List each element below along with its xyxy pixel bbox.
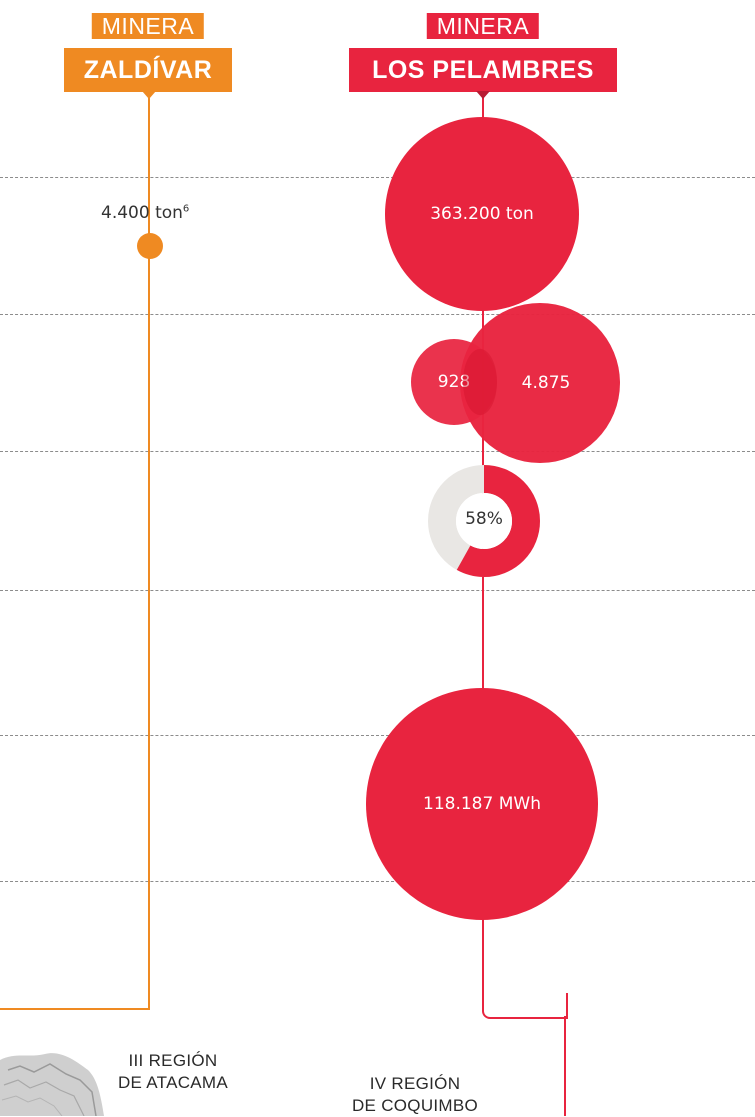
footnote-marker: 6 [182, 203, 190, 215]
donut-share-arc [428, 465, 540, 577]
terrain-sketch [0, 1053, 104, 1116]
zaldivar-timeline [148, 95, 150, 1010]
pelambres-row2-right-value: 4.875 [521, 373, 571, 393]
pelambres-connector-down [564, 1016, 566, 1116]
pelambres-title-bottom: LOS PELAMBRES [349, 48, 617, 92]
pelambres-pointer [476, 91, 490, 99]
pelambres-row1-value: 363.200 ton [430, 204, 534, 224]
region-atacama-line1: III REGIÓN [128, 1051, 218, 1070]
pelambres-row1-bubble: 363.200 ton [385, 117, 579, 311]
pelambres-row3-percent: 58% [465, 509, 503, 529]
row-divider [0, 451, 755, 452]
zaldivar-title-top: MINERA [91, 13, 205, 39]
row-divider [0, 881, 755, 882]
pelambres-row2-bubble-left: 928 [411, 339, 497, 425]
zaldivar-title-bottom: ZALDÍVAR [64, 48, 232, 92]
pelambres-row5-bubble: 118.187 MWh [366, 688, 598, 920]
zaldivar-pointer [142, 91, 156, 99]
zaldivar-title: MINERA ZALDÍVAR [64, 13, 232, 92]
region-atacama-label: III REGIÓN DE ATACAMA [98, 1050, 248, 1094]
zaldivar-row1-text: 4.400 ton [101, 203, 183, 223]
pelambres-row2-left-value: 928 [437, 372, 471, 392]
region-coquimbo-line1: IV REGIÓN [369, 1074, 461, 1093]
zaldivar-row1-value: 4.400 ton6 [101, 203, 189, 223]
zaldivar-connector [0, 1008, 150, 1010]
pelambres-title-top: MINERA [426, 13, 540, 39]
row-divider [0, 314, 755, 315]
row-divider [0, 735, 755, 736]
pelambres-title: MINERA LOS PELAMBRES [349, 13, 617, 92]
row-divider [0, 177, 755, 178]
zaldivar-row1-dot [137, 233, 163, 259]
region-atacama-line2: DE ATACAMA [117, 1073, 229, 1092]
region-coquimbo-line2: DE COQUIMBO [351, 1096, 479, 1115]
pelambres-row3-donut [428, 465, 540, 577]
pelambres-connector [482, 993, 568, 1019]
region-coquimbo-label: IV REGIÓN DE COQUIMBO [330, 1073, 500, 1117]
row-divider [0, 590, 755, 591]
donut-hole [456, 493, 512, 549]
pelambres-row5-value: 118.187 MWh [423, 794, 541, 814]
